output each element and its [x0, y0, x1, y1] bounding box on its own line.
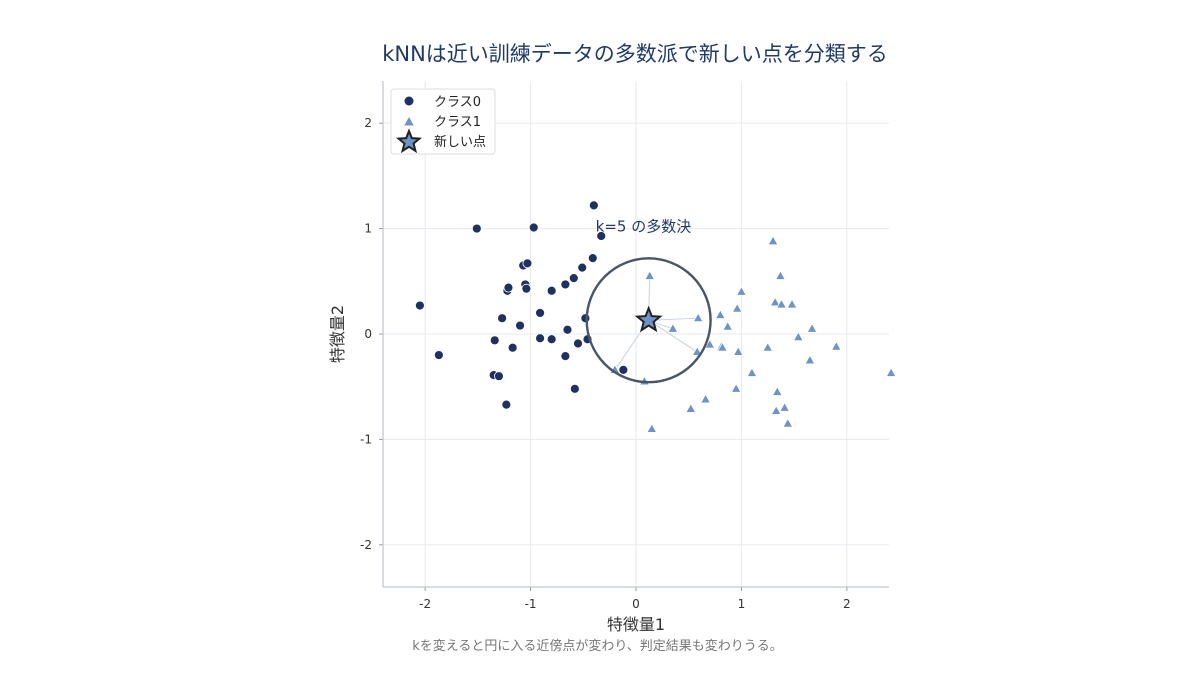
class1-point — [767, 235, 779, 246]
y-tick-label: 0 — [364, 327, 372, 341]
knn-radius-circle — [585, 257, 712, 384]
class1-point — [830, 340, 842, 351]
class0-point — [596, 231, 607, 241]
class1-point — [735, 286, 747, 296]
class1-point — [704, 338, 716, 349]
class1-point — [644, 270, 656, 280]
class0-point — [568, 273, 579, 284]
class1-point — [806, 322, 818, 333]
class0-point — [577, 262, 588, 273]
class1-point — [722, 320, 734, 331]
class0-point — [535, 308, 545, 318]
legend-label: 新しい点 — [434, 134, 486, 150]
class0-point — [546, 285, 557, 296]
class1-point — [731, 302, 743, 313]
legend: クラス0 クラス1 新しい点 — [390, 88, 496, 155]
class1-point — [685, 403, 697, 413]
class0-point — [580, 313, 591, 324]
class1-point — [774, 270, 786, 280]
class1-point — [804, 354, 816, 365]
class0-point — [501, 399, 512, 410]
class1-point — [769, 296, 781, 307]
class0-point — [471, 223, 482, 234]
class0-point — [515, 320, 525, 331]
class1-point — [717, 341, 728, 352]
neighbor-line — [648, 319, 698, 353]
x-tick-label: 1 — [738, 597, 746, 611]
class0-point — [522, 258, 533, 269]
class1-point — [792, 331, 804, 342]
new-point-star — [634, 305, 663, 333]
class0-point — [528, 222, 539, 233]
x-tick-label: -1 — [525, 597, 537, 611]
class0-point — [497, 313, 508, 324]
class0-point — [521, 283, 532, 294]
class0-point — [588, 200, 599, 211]
class0-point — [503, 282, 514, 293]
legend-star-marker — [395, 128, 423, 154]
class0-point — [569, 383, 580, 394]
class0-point — [587, 253, 598, 264]
class1-point — [776, 298, 787, 309]
class1-point — [786, 298, 798, 309]
class1-point — [746, 367, 758, 377]
class1-point — [700, 393, 712, 404]
legend-class0-marker — [404, 96, 414, 106]
x-tick-label: 2 — [843, 597, 851, 611]
class0-point — [618, 364, 629, 375]
y-tick-label: 1 — [364, 222, 372, 236]
class0-point — [560, 279, 571, 290]
class0-point — [489, 335, 500, 346]
axes — [379, 81, 889, 591]
class1-point — [730, 382, 742, 393]
y-tick-label: -2 — [360, 538, 372, 552]
chart-caption: kを変えると円に入る近傍点が変わり、判定結果も変わりうる。 — [412, 639, 783, 654]
y-tick-label: -1 — [360, 432, 372, 446]
neighbor-lines — [614, 276, 699, 371]
legend-label: クラス0 — [434, 95, 481, 110]
class1-point — [692, 312, 704, 323]
class1-point — [762, 341, 774, 352]
class0-point — [573, 338, 583, 349]
x-tick-label: -2 — [419, 597, 431, 611]
class0-point — [560, 351, 571, 362]
class0-point — [494, 371, 504, 382]
class0-point — [433, 350, 444, 360]
class0-point — [546, 334, 557, 345]
class1-point — [714, 309, 726, 319]
class0-point — [535, 333, 545, 344]
chart-title: kNNは近い訓練データの多数派で新しい点を分類する — [382, 42, 888, 66]
class0-point — [414, 300, 425, 311]
class0-point — [562, 324, 573, 335]
class1-point — [771, 386, 783, 396]
legend-label: クラス1 — [434, 115, 481, 130]
legend-class1-marker — [404, 117, 414, 126]
knn-overlay: k=5 の多数決 — [585, 218, 712, 384]
class1-point — [691, 346, 703, 356]
class1-point — [770, 405, 782, 415]
class0-point — [507, 342, 518, 353]
y-tick-label: 2 — [364, 116, 372, 130]
tick-labels: -2 -1 0 1 2 -2 -1 0 1 2 — [360, 116, 851, 611]
x-axis-label: 特徴量1 — [607, 615, 665, 634]
y-axis-label: 特徴量2 — [328, 305, 347, 363]
grid — [383, 81, 889, 587]
class1-point — [732, 346, 744, 356]
class1-point — [779, 401, 791, 412]
class1-point — [885, 367, 897, 377]
class1-point — [667, 322, 679, 333]
k5-annotation: k=5 の多数決 — [596, 218, 692, 236]
class1-point — [646, 423, 658, 433]
class1-point — [782, 417, 794, 428]
x-tick-label: 0 — [632, 597, 640, 611]
